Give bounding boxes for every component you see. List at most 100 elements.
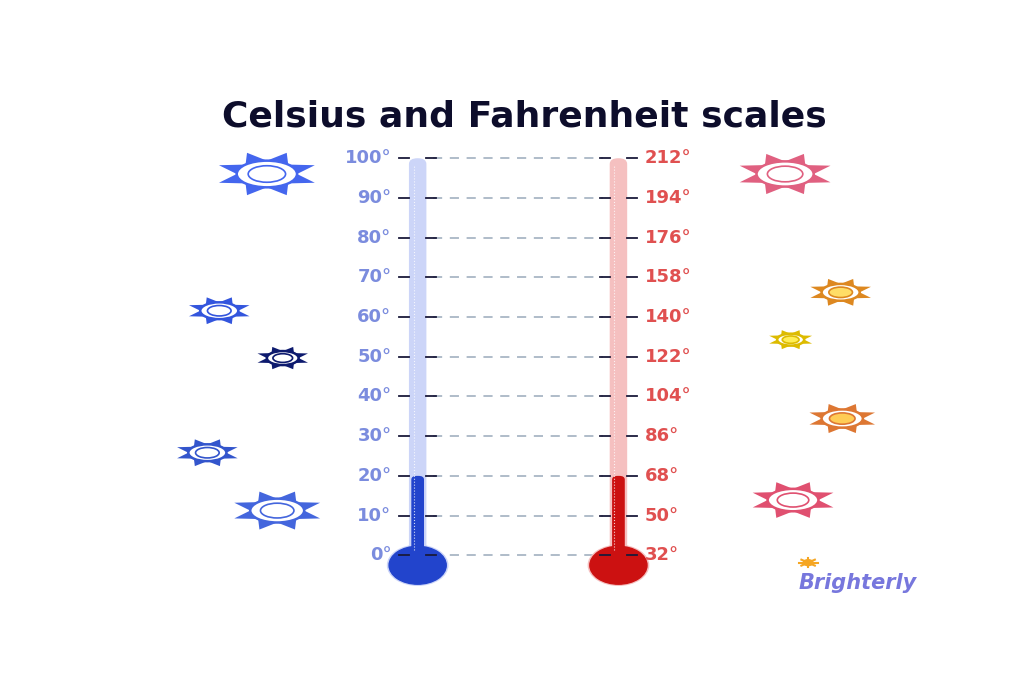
Ellipse shape bbox=[828, 287, 852, 298]
Polygon shape bbox=[793, 508, 811, 518]
Polygon shape bbox=[811, 500, 834, 508]
Polygon shape bbox=[219, 297, 232, 305]
Text: 90°: 90° bbox=[357, 189, 391, 207]
Polygon shape bbox=[234, 502, 258, 511]
Text: 50°: 50° bbox=[645, 507, 679, 525]
Polygon shape bbox=[827, 298, 841, 306]
Polygon shape bbox=[296, 511, 321, 519]
Ellipse shape bbox=[757, 161, 814, 186]
Ellipse shape bbox=[188, 445, 226, 461]
Polygon shape bbox=[800, 339, 812, 344]
Text: 158°: 158° bbox=[645, 268, 691, 286]
Polygon shape bbox=[805, 165, 830, 174]
Polygon shape bbox=[294, 353, 308, 358]
Text: 212°: 212° bbox=[645, 149, 691, 167]
Polygon shape bbox=[810, 286, 827, 292]
Polygon shape bbox=[785, 183, 805, 194]
Polygon shape bbox=[267, 153, 288, 165]
Ellipse shape bbox=[201, 303, 239, 319]
Polygon shape bbox=[809, 412, 827, 419]
Polygon shape bbox=[827, 404, 842, 412]
Polygon shape bbox=[221, 447, 238, 453]
Polygon shape bbox=[232, 305, 250, 311]
Polygon shape bbox=[800, 335, 812, 339]
Polygon shape bbox=[234, 511, 258, 519]
FancyBboxPatch shape bbox=[612, 476, 625, 555]
Polygon shape bbox=[257, 353, 271, 358]
Ellipse shape bbox=[777, 334, 804, 346]
Ellipse shape bbox=[273, 354, 293, 363]
Text: 32°: 32° bbox=[645, 546, 679, 564]
Ellipse shape bbox=[777, 493, 809, 507]
Polygon shape bbox=[775, 482, 793, 492]
Polygon shape bbox=[232, 311, 250, 317]
Text: 50°: 50° bbox=[357, 348, 391, 366]
Circle shape bbox=[590, 546, 647, 584]
Polygon shape bbox=[753, 492, 775, 500]
Polygon shape bbox=[219, 174, 246, 184]
Polygon shape bbox=[258, 519, 278, 529]
Ellipse shape bbox=[267, 351, 299, 365]
Circle shape bbox=[387, 545, 447, 585]
Text: 80°: 80° bbox=[357, 229, 391, 247]
Text: 70°: 70° bbox=[357, 268, 391, 286]
Polygon shape bbox=[206, 317, 219, 324]
Polygon shape bbox=[271, 363, 283, 370]
Ellipse shape bbox=[829, 413, 855, 424]
Polygon shape bbox=[246, 184, 267, 195]
Polygon shape bbox=[258, 492, 278, 502]
Polygon shape bbox=[805, 174, 830, 183]
Polygon shape bbox=[857, 419, 876, 425]
Polygon shape bbox=[177, 453, 194, 459]
Ellipse shape bbox=[260, 503, 294, 518]
Ellipse shape bbox=[768, 489, 818, 512]
Text: 60°: 60° bbox=[357, 308, 391, 326]
Polygon shape bbox=[791, 330, 800, 335]
Polygon shape bbox=[854, 292, 871, 298]
Text: 68°: 68° bbox=[645, 467, 679, 485]
Text: 40°: 40° bbox=[357, 387, 391, 406]
Ellipse shape bbox=[196, 447, 219, 458]
Circle shape bbox=[803, 559, 814, 566]
Polygon shape bbox=[207, 459, 221, 466]
Polygon shape bbox=[739, 165, 765, 174]
Polygon shape bbox=[810, 292, 827, 298]
Text: 20°: 20° bbox=[357, 467, 391, 485]
Polygon shape bbox=[781, 330, 791, 335]
Polygon shape bbox=[775, 508, 793, 518]
Polygon shape bbox=[283, 363, 294, 370]
Ellipse shape bbox=[208, 305, 231, 316]
Polygon shape bbox=[219, 317, 232, 324]
Polygon shape bbox=[827, 279, 841, 286]
Polygon shape bbox=[194, 439, 207, 447]
Text: 194°: 194° bbox=[645, 189, 691, 207]
Polygon shape bbox=[294, 358, 308, 363]
Polygon shape bbox=[189, 305, 206, 311]
Polygon shape bbox=[283, 347, 294, 353]
Ellipse shape bbox=[782, 336, 799, 344]
Ellipse shape bbox=[248, 166, 286, 182]
Text: Celsius and Fahrenheit scales: Celsius and Fahrenheit scales bbox=[222, 99, 827, 133]
Polygon shape bbox=[753, 500, 775, 508]
Text: 30°: 30° bbox=[357, 427, 391, 445]
Polygon shape bbox=[221, 453, 238, 459]
Polygon shape bbox=[857, 412, 876, 419]
FancyBboxPatch shape bbox=[609, 158, 627, 555]
Polygon shape bbox=[219, 165, 246, 174]
Polygon shape bbox=[793, 482, 811, 492]
Polygon shape bbox=[769, 339, 781, 344]
Polygon shape bbox=[841, 279, 854, 286]
Polygon shape bbox=[177, 447, 194, 453]
Polygon shape bbox=[809, 419, 827, 425]
Polygon shape bbox=[278, 519, 296, 529]
Polygon shape bbox=[765, 183, 785, 194]
Polygon shape bbox=[841, 298, 854, 306]
FancyBboxPatch shape bbox=[409, 158, 426, 555]
Polygon shape bbox=[194, 459, 207, 466]
Polygon shape bbox=[246, 153, 267, 165]
Polygon shape bbox=[811, 492, 834, 500]
Polygon shape bbox=[791, 344, 800, 349]
Polygon shape bbox=[257, 358, 271, 363]
Text: 86°: 86° bbox=[645, 427, 679, 445]
Polygon shape bbox=[206, 297, 219, 305]
